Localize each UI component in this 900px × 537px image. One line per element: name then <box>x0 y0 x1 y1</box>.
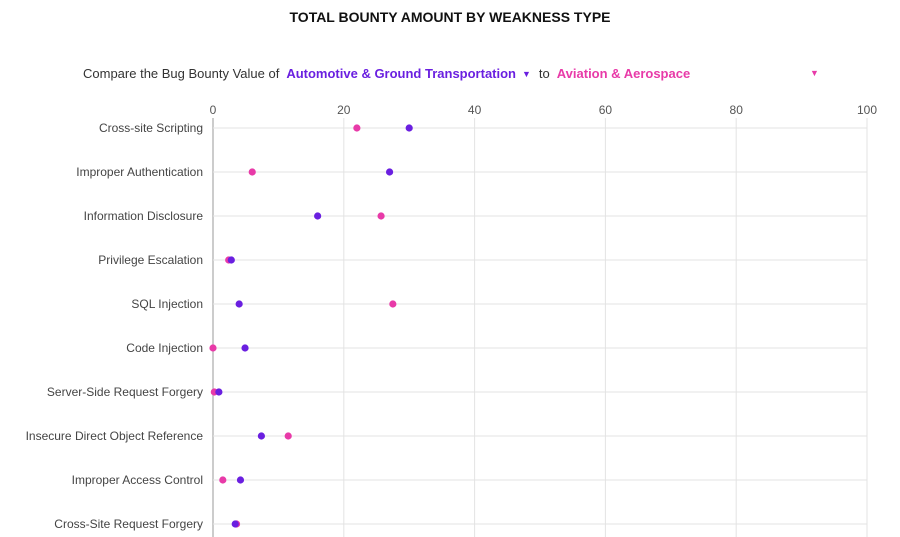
category-label: Cross-Site Request Forgery <box>54 517 203 531</box>
point-automotive[interactable] <box>241 344 249 352</box>
point-automotive[interactable] <box>236 476 245 484</box>
point-automotive[interactable] <box>231 520 239 528</box>
grid-layer <box>212 118 868 537</box>
category-label: Insecure Direct Object Reference <box>26 429 204 443</box>
compare-prefix: Compare the Bug Bounty Value of <box>83 66 280 81</box>
category-label: Privilege Escalation <box>98 253 203 267</box>
point-automotive[interactable] <box>235 300 243 308</box>
category-label: Improper Authentication <box>76 165 203 179</box>
point-aviation[interactable] <box>377 212 385 220</box>
x-tick-label: 100 <box>857 103 877 117</box>
point-aviation[interactable] <box>389 300 397 308</box>
industry-select-b[interactable]: Aviation & Aerospace <box>556 66 691 81</box>
category-label: Code Injection <box>126 341 203 355</box>
x-tick-label: 40 <box>468 103 482 117</box>
chevron-down-icon[interactable]: ▼ <box>522 68 531 79</box>
category-label: Information Disclosure <box>84 209 204 223</box>
x-tick-label: 20 <box>337 103 351 117</box>
data-points <box>209 124 413 528</box>
x-tick-label: 80 <box>730 103 744 117</box>
x-tick-label: 60 <box>599 103 613 117</box>
point-aviation[interactable] <box>219 476 227 484</box>
point-aviation[interactable] <box>248 168 256 176</box>
chart-title: TOTAL BOUNTY AMOUNT BY WEAKNESS TYPE <box>289 9 611 25</box>
industry-select-a[interactable]: Automotive & Ground Transportation <box>286 66 516 81</box>
point-automotive[interactable] <box>227 256 235 264</box>
category-label: Server-Side Request Forgery <box>47 385 203 399</box>
category-label: Cross-site Scripting <box>99 121 203 135</box>
point-automotive[interactable] <box>314 212 322 220</box>
point-automotive[interactable] <box>257 432 265 440</box>
point-aviation[interactable] <box>353 124 361 132</box>
point-aviation[interactable] <box>284 432 292 440</box>
compare-row: Compare the Bug Bounty Value of Automoti… <box>83 66 690 81</box>
category-labels: Cross-site Scripting Improper Authenticat… <box>26 121 204 531</box>
chevron-down-icon[interactable]: ▼ <box>810 68 819 78</box>
category-label: Improper Access Control <box>72 473 203 487</box>
compare-connector: to <box>538 66 550 81</box>
point-automotive[interactable] <box>385 168 394 176</box>
point-automotive[interactable] <box>405 124 413 132</box>
point-automotive[interactable] <box>215 388 223 396</box>
category-label: SQL Injection <box>131 297 203 311</box>
point-aviation[interactable] <box>209 344 217 352</box>
x-tick-label: 0 <box>210 103 217 117</box>
x-axis-ticks: 0 20 40 60 80 100 <box>210 103 878 117</box>
